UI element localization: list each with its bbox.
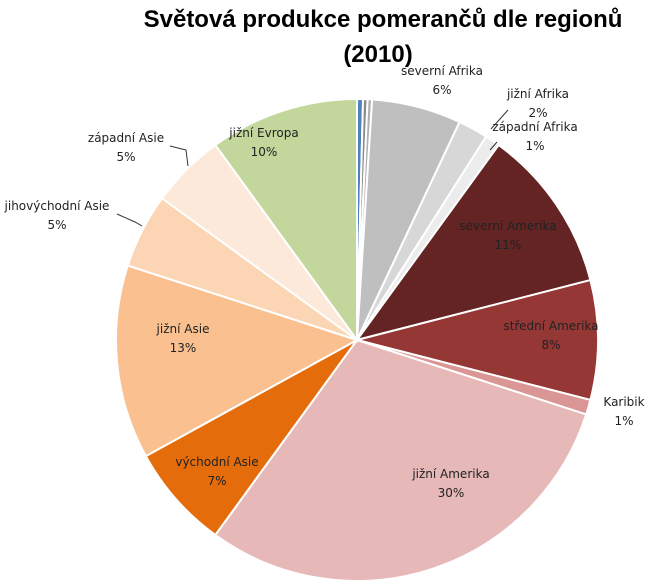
slice-label-jizni-amerika: jižní Amerika	[411, 467, 489, 481]
slice-label-severni-amerika: severní Amerika	[459, 219, 556, 233]
pie-slice-vychodni-asie	[144, 339, 358, 537]
slice-percent-severni-amerika: 11%	[495, 238, 522, 252]
leader-line-zapadni-afrika	[489, 141, 498, 151]
leader-line-jihovychodni-asie	[116, 213, 143, 227]
slice-label-zapadni-asie: západní Asie	[88, 131, 164, 145]
slice-percent-stredni-amerika: 8%	[541, 338, 560, 352]
slice-label-stredni-amerika: střední Amerika	[503, 319, 598, 333]
slice-percent-jizni-afrika: 2%	[528, 106, 547, 120]
slice-percent-zapadni-afrika: 1%	[525, 139, 544, 153]
slice-percent-zapadni-asie: 5%	[116, 150, 135, 164]
slice-label-zapadni-afrika: západní Afrika	[492, 120, 577, 134]
pie-slice-stredni-amerika	[356, 278, 600, 402]
slice-labels: severní Afrika 6% jižní Afrika 2%západní Af…	[4, 64, 645, 500]
slice-percent-vychodni-asie: 7%	[207, 474, 226, 488]
pie-slice-jizni-evropa	[213, 97, 358, 344]
pie-slices	[115, 97, 600, 582]
slice-percent-jihovychodni-asie: 5%	[47, 218, 66, 232]
chart-title-line-1: Světová produkce pomerančů dle regionů	[144, 6, 623, 33]
leader-lines	[116, 109, 509, 227]
slice-percent-jizni-evropa: 10%	[251, 145, 278, 159]
slice-percent-karibik: 1%	[614, 414, 633, 428]
leader-line-zapadni-asie	[169, 145, 189, 167]
slice-label-karibik: Karibik	[603, 395, 644, 409]
slice-label-jizni-afrika: jižní Afrika	[506, 87, 569, 101]
slice-label-jizni-asie: jižní Asie	[156, 322, 210, 336]
slice-label-jizni-evropa: jižní Evropa	[228, 126, 298, 140]
chart-title-line-2: (2010)	[343, 41, 412, 68]
slice-percent-severni-afrika: 6%	[432, 83, 451, 97]
slice-label-vychodni-asie: východní Asie	[175, 455, 258, 469]
slice-label-severni-afrika: severní Afrika	[401, 64, 483, 78]
pie-slice-jizni-amerika	[213, 338, 588, 582]
pie-slice-jizni-asie	[115, 264, 360, 458]
pie-slice-severni-amerika	[354, 143, 592, 342]
slice-percent-jizni-asie: 13%	[170, 341, 197, 355]
leader-line-jizni-afrika	[490, 109, 509, 130]
slice-percent-jizni-amerika: 30%	[438, 486, 465, 500]
slice-label-jihovychodni-asie: jihovýchodní Asie	[4, 199, 110, 213]
